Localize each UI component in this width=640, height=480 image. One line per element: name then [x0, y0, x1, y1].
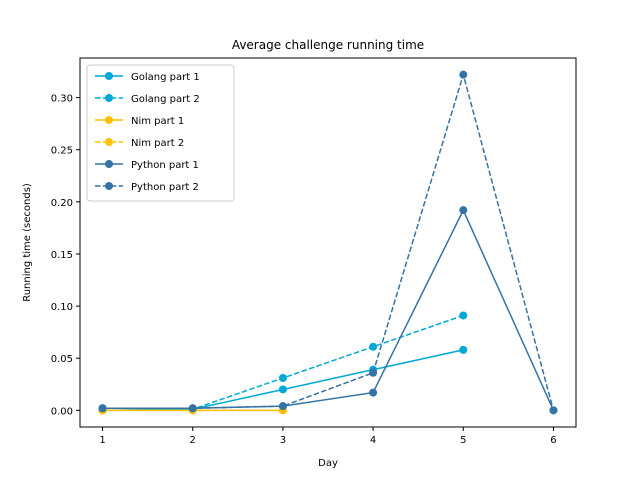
x-tick-label-3: 3: [280, 435, 286, 446]
legend: Golang part 1 Golang part 2 Nim part 1 Nim …: [86, 64, 235, 202]
legend-marker-nim-part-2: [105, 138, 113, 146]
x-axis-label: Day: [318, 458, 338, 469]
data-point-golang-part-2-day-5: [459, 311, 468, 320]
data-point-golang-part-2-day-4: [369, 342, 378, 351]
legend-marker-nim-part-1: [105, 116, 113, 124]
y-tick-label-0.30: 0.30: [51, 94, 73, 105]
legend-label-nim-part-2: Nim part 2: [131, 138, 184, 149]
y-tick-label-0.00: 0.00: [51, 406, 73, 417]
series-python-part-2: [98, 70, 558, 415]
axis-ticks: 1 2 3 4 5 6 0.00 0.05 0.10 0.15 0.20 0.25 0.30: [51, 94, 557, 446]
x-tick-label-4: 4: [370, 435, 376, 446]
legend-label-python-part-2: Python part 2: [131, 182, 199, 193]
axes-frame: [79, 57, 577, 428]
plot-area: [98, 70, 558, 415]
data-point-golang-part-1-day-5: [459, 345, 468, 354]
y-tick-label-0.20: 0.20: [51, 198, 73, 209]
legend-marker-python-part-1: [105, 160, 113, 168]
x-tick-label-1: 1: [99, 435, 105, 446]
y-tick-label-0.05: 0.05: [51, 354, 73, 365]
data-point-python-part-1-day-5: [459, 206, 468, 215]
y-tick-label-0.10: 0.10: [51, 302, 73, 313]
data-point-golang-part-2-day-3: [278, 374, 287, 383]
data-point-python-part-2-day-2: [188, 404, 197, 413]
y-axis-label: Running time (seconds): [22, 183, 33, 302]
legend-marker-python-part-2: [105, 182, 113, 190]
data-point-python-part-2-day-4: [369, 368, 378, 377]
legend-box: [86, 64, 235, 202]
data-point-python-part-2-day-3: [278, 402, 287, 411]
y-tick-label-0.25: 0.25: [51, 146, 73, 157]
data-point-python-part-2-day-1: [98, 404, 107, 413]
data-point-python-part-2-day-6: [549, 406, 558, 415]
legend-label-nim-part-1: Nim part 1: [131, 116, 184, 127]
legend-label-golang-part-2: Golang part 2: [131, 94, 200, 105]
x-tick-label-5: 5: [460, 435, 466, 446]
x-tick-label-2: 2: [190, 435, 196, 446]
data-point-python-part-2-day-5: [459, 70, 468, 79]
y-tick-label-0.15: 0.15: [51, 250, 73, 261]
legend-marker-golang-part-1: [105, 72, 113, 80]
series-line-python-part-2: [102, 71, 555, 411]
data-point-golang-part-1-day-3: [278, 385, 287, 394]
data-point-python-part-1-day-4: [369, 388, 378, 397]
legend-label-python-part-1: Python part 1: [131, 160, 199, 171]
legend-marker-golang-part-2: [105, 94, 113, 102]
x-tick-label-6: 6: [550, 435, 556, 446]
legend-label-golang-part-1: Golang part 1: [131, 72, 200, 83]
chart-title: Average challenge running time: [232, 38, 424, 52]
